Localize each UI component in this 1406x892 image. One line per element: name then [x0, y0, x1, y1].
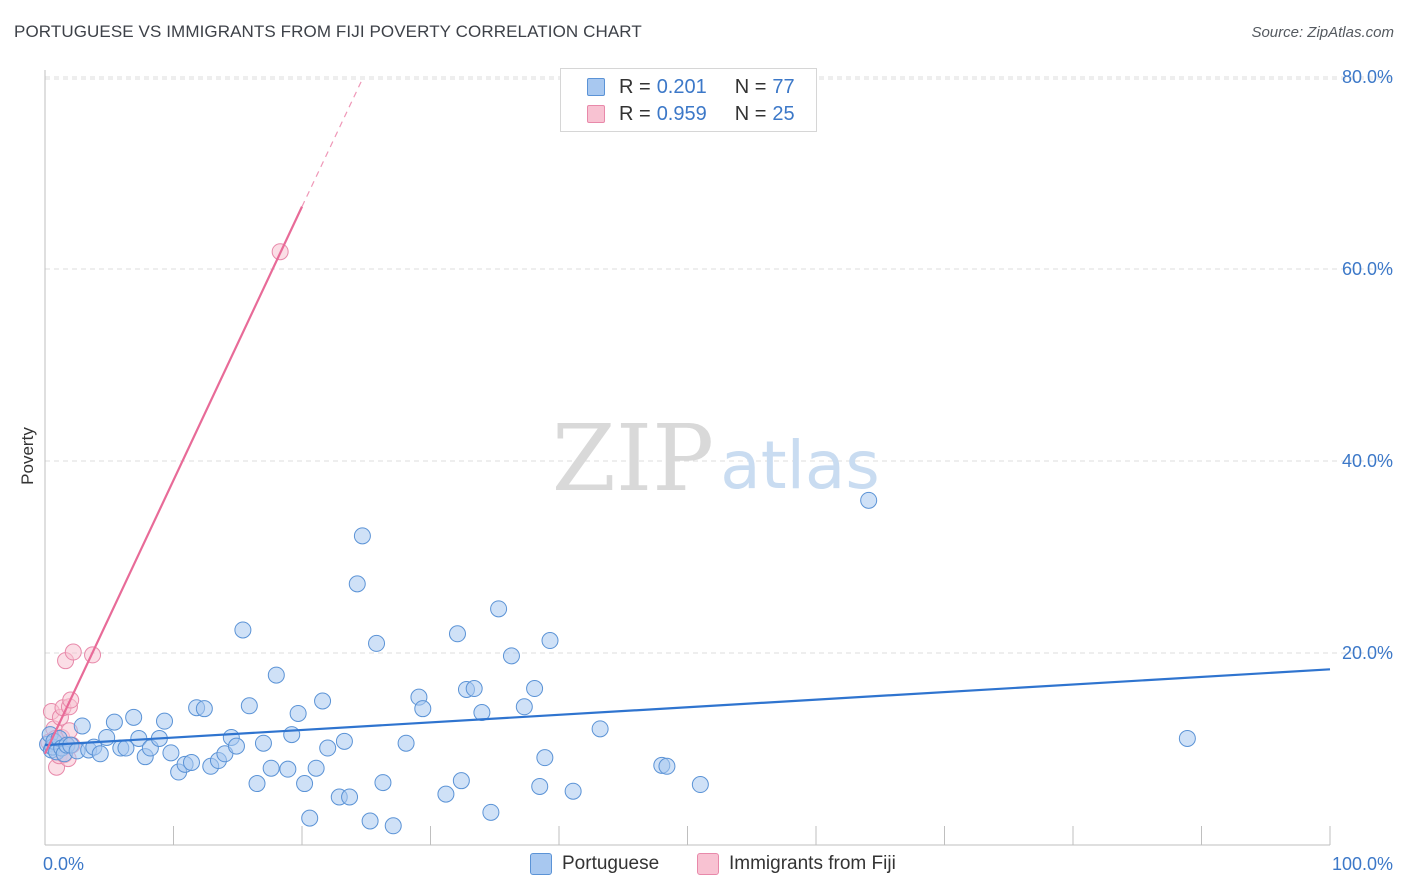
- portuguese-point: [105, 713, 123, 731]
- portuguese-point: [73, 717, 91, 735]
- portuguese-point: [591, 720, 609, 738]
- portuguese-point: [301, 809, 319, 827]
- portuguese-point: [353, 527, 371, 545]
- portuguese-point: [658, 757, 676, 775]
- portuguese-point: [254, 734, 272, 752]
- n-value: 77: [772, 75, 795, 98]
- r-value: 0.959: [656, 102, 707, 125]
- y-tick-label: 20.0%: [1342, 643, 1393, 663]
- x-tick-label: 100.0%: [1332, 854, 1393, 874]
- portuguese-point: [397, 734, 415, 752]
- portuguese-point: [465, 680, 483, 698]
- fiji-point: [64, 643, 82, 661]
- fiji-trend-line: [44, 206, 303, 755]
- n-label: N =: [734, 102, 767, 125]
- portuguese-swatch: [587, 78, 605, 96]
- portuguese-point: [98, 728, 116, 746]
- watermark-atlas: atlas: [720, 427, 880, 504]
- portuguese-point: [248, 775, 266, 793]
- portuguese-point: [195, 700, 213, 718]
- portuguese-point: [319, 739, 337, 757]
- portuguese-point: [91, 745, 109, 763]
- portuguese-point: [502, 647, 520, 665]
- portuguese-point: [414, 700, 432, 718]
- portuguese-point: [335, 732, 353, 750]
- chart-title: PORTUGUESE VS IMMIGRANTS FROM FIJI POVER…: [14, 22, 642, 41]
- fiji-points: [40, 243, 289, 776]
- portuguese-point: [162, 744, 180, 762]
- portuguese-point: [368, 634, 386, 652]
- portuguese-point: [279, 760, 297, 778]
- fiji-trend-extension: [301, 81, 362, 207]
- gridlines: [45, 76, 1392, 654]
- portuguese-point: [473, 704, 491, 722]
- r-label: R =: [619, 75, 651, 98]
- portuguese-trend-line: [44, 668, 1331, 747]
- fiji-swatch: [587, 105, 605, 123]
- n-label: N =: [734, 75, 767, 98]
- correlation-legend: R = 0.201 N = 77 R = 0.959 N = 25: [560, 68, 817, 132]
- portuguese-point: [564, 782, 582, 800]
- portuguese-point: [348, 575, 366, 593]
- portuguese-point: [437, 785, 455, 803]
- watermark: ZIP atlas: [552, 405, 880, 512]
- portuguese-point: [307, 759, 325, 777]
- portuguese-point: [860, 491, 878, 509]
- y-tick-label: 80.0%: [1342, 67, 1393, 87]
- fiji-legend-swatch: [697, 853, 719, 875]
- portuguese-point: [1178, 729, 1196, 747]
- portuguese-point: [452, 772, 470, 790]
- legend-portuguese: Portuguese: [530, 852, 659, 876]
- portuguese-point: [526, 680, 544, 698]
- portuguese-point: [536, 749, 554, 767]
- portuguese-point: [289, 704, 307, 722]
- portuguese-point: [531, 777, 549, 795]
- y-tick-labels: 20.0% 40.0% 60.0% 80.0%: [1342, 67, 1393, 663]
- portuguese-points: [39, 491, 1196, 835]
- portuguese-legend-swatch: [530, 853, 552, 875]
- portuguese-point: [283, 726, 301, 744]
- source-label: Source: ZipAtlas.com: [1251, 24, 1394, 41]
- legend-row-fiji: R = 0.959 N = 25: [587, 102, 795, 126]
- x-tick-labels: 0.0% 100.0%: [43, 854, 1393, 874]
- portuguese-point: [341, 788, 359, 806]
- y-tick-label: 60.0%: [1342, 259, 1393, 279]
- legend-fiji: Immigrants from Fiji: [697, 852, 896, 876]
- portuguese-point: [125, 708, 143, 726]
- r-value: 0.201: [656, 75, 707, 98]
- portuguese-point: [482, 803, 500, 821]
- portuguese-point: [361, 812, 379, 830]
- portuguese-point: [182, 753, 200, 771]
- portuguese-point: [384, 817, 402, 835]
- portuguese-point: [234, 621, 252, 639]
- portuguese-point: [240, 697, 258, 715]
- portuguese-point: [490, 600, 508, 618]
- portuguese-point: [267, 666, 285, 684]
- portuguese-point: [374, 774, 392, 792]
- y-tick-label: 40.0%: [1342, 451, 1393, 471]
- trend-lines: [44, 81, 1331, 755]
- portuguese-point: [262, 759, 280, 777]
- portuguese-point: [314, 692, 332, 710]
- portuguese-legend-label: Portuguese: [562, 853, 660, 874]
- portuguese-point: [691, 776, 709, 794]
- legend-row-portuguese: R = 0.201 N = 77: [587, 75, 795, 99]
- watermark-zip: ZIP: [552, 405, 714, 512]
- y-axis-label: Poverty: [18, 427, 37, 485]
- portuguese-point: [515, 698, 533, 716]
- x-tick-label: 0.0%: [43, 854, 84, 874]
- portuguese-point: [227, 737, 245, 755]
- r-label: R =: [619, 102, 651, 125]
- fiji-legend-label: Immigrants from Fiji: [729, 853, 896, 874]
- portuguese-point: [156, 712, 174, 730]
- portuguese-point: [541, 632, 559, 650]
- portuguese-point: [296, 775, 314, 793]
- n-value: 25: [772, 102, 795, 125]
- portuguese-point: [448, 625, 466, 643]
